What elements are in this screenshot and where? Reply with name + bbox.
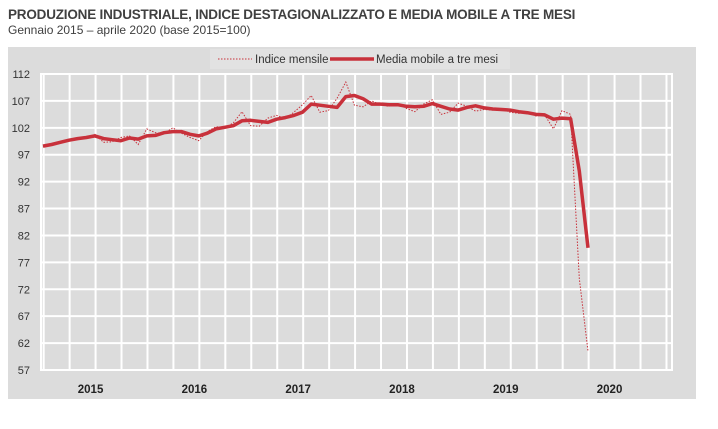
x-tick-label: 2020 [597,384,623,396]
x-tick-label: 2018 [389,384,415,396]
x-tick-label: 2016 [182,384,208,396]
legend-label-indice-mensile: Indice mensile [255,54,329,66]
y-tick-label: 82 [18,230,30,242]
x-tick-label: 2017 [285,384,311,396]
x-tick-label: 2019 [493,384,519,396]
y-tick-label: 97 [18,150,30,162]
chart-title: PRODUZIONE INDUSTRIALE, INDICE DESTAGION… [8,7,576,22]
legend: Indice mensile Media mobile a tre mesi [218,54,498,66]
legend-label-media-mobile: Media mobile a tre mesi [376,54,498,66]
y-tick-label: 77 [18,257,30,269]
y-tick-label: 102 [12,123,30,135]
y-tick-label: 87 [18,204,30,216]
y-tick-label: 112 [12,69,30,81]
x-tick-label: 2015 [78,384,104,396]
y-tick-label: 92 [18,177,30,189]
chart-subtitle: Gennaio 2015 – aprile 2020 (base 2015=10… [8,23,251,37]
y-tick-label: 67 [18,311,30,323]
y-tick-label: 62 [18,338,30,350]
y-tick-label: 72 [18,284,30,296]
y-tick-label: 57 [18,365,30,377]
y-tick-label: 107 [12,96,30,108]
chart-background [8,47,696,399]
series-line-media-mobile [42,93,590,248]
